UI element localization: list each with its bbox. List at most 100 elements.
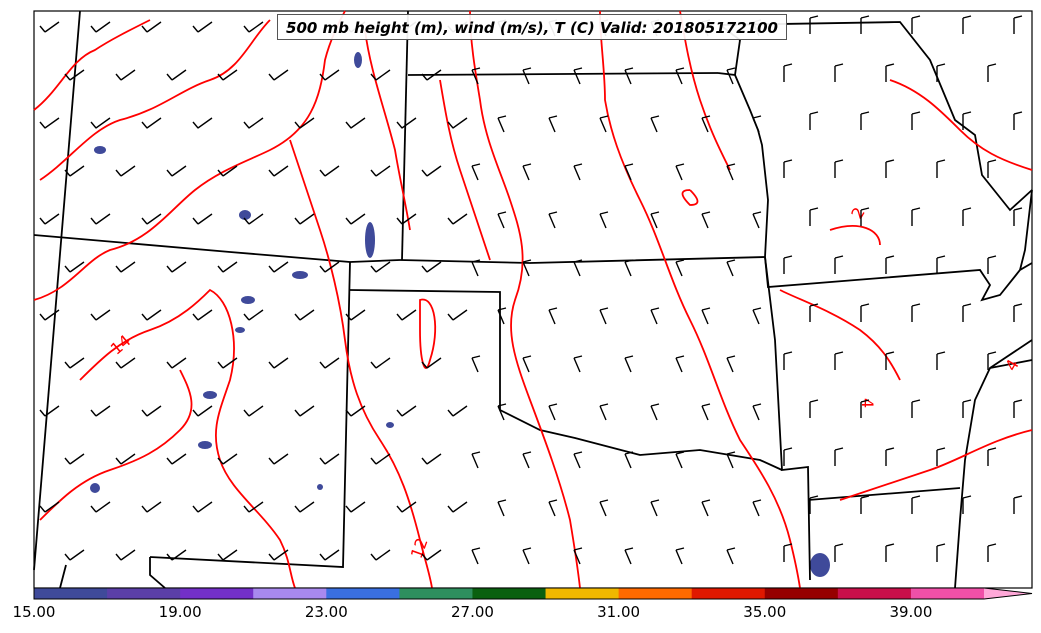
wind-barb xyxy=(701,403,711,421)
wind-barb xyxy=(370,549,391,561)
wind-speed-blob xyxy=(235,327,245,333)
wind-barb xyxy=(268,357,289,369)
wind-speed-blob xyxy=(241,296,255,304)
wind-barb xyxy=(115,261,136,273)
wind-barb xyxy=(217,261,238,273)
wind-barb xyxy=(1013,303,1023,322)
wind-barb xyxy=(573,355,583,373)
wind-barb xyxy=(396,117,417,129)
wind-barb xyxy=(860,399,870,418)
contour-label-4: 4 xyxy=(858,398,877,408)
wind-barb xyxy=(90,21,111,33)
wind-barb xyxy=(447,309,468,321)
wind-barb xyxy=(522,259,532,277)
wind-barb xyxy=(675,67,685,85)
wind-barb xyxy=(421,261,442,273)
wind-barb xyxy=(421,549,442,561)
plot-frame xyxy=(33,10,1033,589)
wind-speed-shading xyxy=(90,52,830,577)
colorbar-segment xyxy=(545,588,620,599)
wind-speed-blob xyxy=(239,210,251,220)
wind-barb xyxy=(752,211,762,229)
wind-barb xyxy=(243,21,264,33)
wind-barb xyxy=(166,165,187,177)
plot-title: 500 mb height (m), wind (m/s), T (C) Val… xyxy=(277,14,787,40)
wind-barb xyxy=(345,501,366,513)
wind-barb xyxy=(962,15,972,34)
wind-barb xyxy=(987,447,997,466)
colorbar-outline xyxy=(33,587,1033,600)
wind-barb xyxy=(345,405,366,417)
wind-barb xyxy=(497,403,507,421)
colorbar-segment xyxy=(618,588,693,599)
wind-barb xyxy=(809,303,819,322)
wind-barb xyxy=(548,307,558,325)
wind-barb xyxy=(396,309,417,321)
wind-barb xyxy=(783,159,793,178)
wind-barb xyxy=(192,21,213,33)
wind-barb xyxy=(243,501,264,513)
wind-barb xyxy=(936,543,946,562)
wind-barb xyxy=(675,451,685,469)
wind-barb xyxy=(650,115,660,133)
wind-barb xyxy=(962,399,972,418)
wind-barb xyxy=(650,307,660,325)
wind-barb xyxy=(243,309,264,321)
colorbar xyxy=(33,587,1033,600)
wind-barb xyxy=(885,255,895,274)
wind-barb xyxy=(64,261,85,273)
wind-barb xyxy=(1013,495,1023,514)
wind-barb xyxy=(217,453,238,465)
wind-barb xyxy=(243,117,264,129)
wind-barb xyxy=(141,21,162,33)
wind-barb xyxy=(141,405,162,417)
wind-barb xyxy=(115,165,136,177)
wind-barb xyxy=(548,115,558,133)
colorbar-segment xyxy=(34,588,108,599)
wind-barb xyxy=(936,255,946,274)
wind-barb xyxy=(599,403,609,421)
wind-barb xyxy=(834,159,844,178)
wind-barb xyxy=(701,307,711,325)
wind-barb xyxy=(624,163,634,181)
wind-barb xyxy=(548,211,558,229)
wind-barb xyxy=(701,499,711,517)
wind-barb xyxy=(1013,399,1023,418)
wind-speed-blob xyxy=(354,52,362,68)
wind-barb xyxy=(294,117,315,129)
wind-barb xyxy=(166,261,187,273)
wind-barb xyxy=(319,165,340,177)
wind-barb xyxy=(39,21,60,33)
wind-barb xyxy=(885,543,895,562)
wind-barb xyxy=(987,255,997,274)
wind-barb xyxy=(192,213,213,225)
wind-barb xyxy=(834,543,844,562)
wind-barb xyxy=(752,499,762,517)
wind-barb xyxy=(141,309,162,321)
wind-barb xyxy=(471,67,481,85)
colorbar-segment xyxy=(107,588,181,599)
wind-barb xyxy=(319,357,340,369)
wind-barb xyxy=(885,447,895,466)
wind-barb xyxy=(783,351,793,370)
wind-barb xyxy=(64,549,85,561)
wind-barb xyxy=(885,63,895,82)
wind-barb xyxy=(911,495,921,514)
wind-barb xyxy=(752,115,762,133)
wind-barb xyxy=(675,355,685,373)
wind-barb xyxy=(624,547,634,565)
wind-barb xyxy=(809,15,819,34)
wind-barb xyxy=(962,111,972,130)
wind-barb xyxy=(497,307,507,325)
wind-barb xyxy=(987,159,997,178)
wind-barb xyxy=(217,549,238,561)
wind-barb xyxy=(962,495,972,514)
wind-barb xyxy=(624,67,634,85)
wind-barb xyxy=(115,549,136,561)
wind-barb xyxy=(987,351,997,370)
wind-barb xyxy=(675,259,685,277)
colorbar-tick-label: 23.00 xyxy=(304,603,348,621)
wind-barb xyxy=(522,67,532,85)
wind-barb xyxy=(834,351,844,370)
